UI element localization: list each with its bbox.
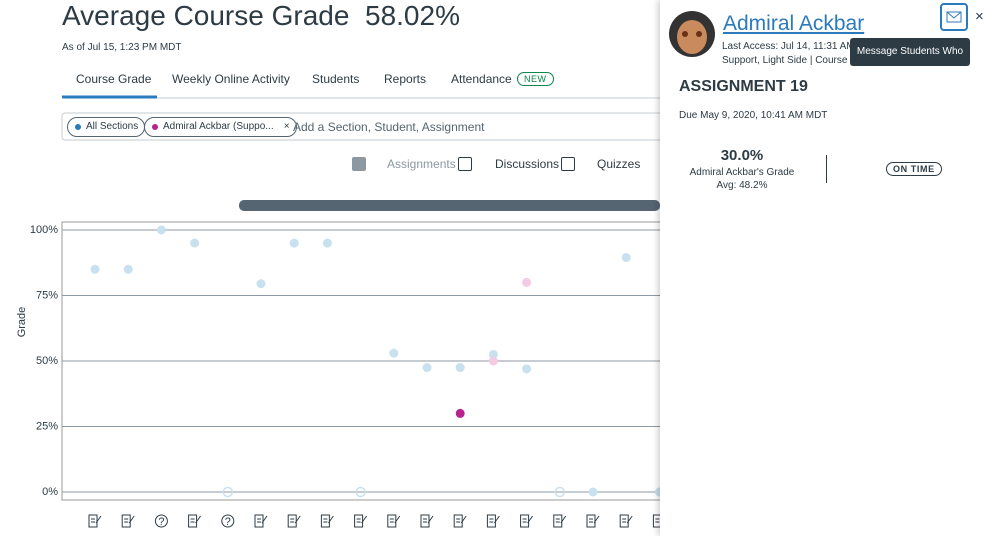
divider [826,155,827,183]
tab[interactable]: Students [312,72,360,86]
student-panel: Admiral Ackbar Last Access: Jul 14, 11:3… [660,0,999,536]
assignment-icon [254,514,268,528]
assignment-icon [520,514,534,528]
data-point [90,264,100,274]
status-badge: ON TIME [886,162,942,176]
data-point [488,349,498,359]
filter-pill[interactable]: Admiral Ackbar (Suppo... × [144,117,297,137]
last-access: Last Access: Jul 14, 11:31 AM [722,41,855,52]
y-tick-label: 100% [30,224,58,236]
title-text: Average Course Grade [62,0,350,31]
assignment-icon [652,514,660,528]
quiz-icon [221,514,235,528]
y-tick-label: 50% [36,355,58,367]
assignment-title: ASSIGNMENT 19 [679,78,808,95]
student-name[interactable]: Admiral Ackbar [723,12,865,35]
data-point [621,253,631,263]
data-point [554,486,566,498]
section: Support, Light Side | Course G [722,55,859,66]
assignment-icon [121,514,135,528]
avg: Avg: 48.2% [716,180,768,191]
data-point [488,356,498,366]
tab[interactable]: Course Grade [76,72,152,86]
new-badge: NEW [517,72,554,86]
data-point [190,238,200,248]
data-point [522,277,532,287]
assignment-icon [619,514,633,528]
checkbox[interactable] [352,157,366,171]
score-label: Admiral Ackbar's Grade [689,167,795,178]
assignment-icon [354,514,368,528]
toggle-label: Quizzes [597,157,641,171]
toggle-label: Discussions [495,157,560,171]
assignment-icon [486,514,500,528]
assignment-icon [420,514,434,528]
tab[interactable]: Weekly Online Activity [172,72,290,86]
assignment-icon [88,514,102,528]
data-point [389,348,399,358]
data-point [156,225,166,235]
quiz-icon-mark: ? [225,516,231,528]
y-axis-label: Grade [16,307,28,338]
tooltip: Message Students Who [850,38,970,66]
quiz-icon [154,514,168,528]
filter-pill[interactable]: All Sections [67,117,146,137]
data-point [256,279,266,289]
assignment-icon [586,514,600,528]
y-tick-label: 0% [42,486,58,498]
pill-remove[interactable]: × [283,121,290,132]
pill-text: Admiral Ackbar (Suppo... [163,121,274,132]
quiz-icon-mark: ? [158,516,164,528]
checkbox[interactable] [458,157,472,171]
assignment-icon [387,514,401,528]
assignment-icon [320,514,334,528]
data-point [222,486,234,498]
message-button[interactable] [940,3,968,31]
data-point [322,238,332,248]
y-tick-label: 75% [36,289,58,301]
close-button[interactable]: × [975,8,984,25]
data-point [654,487,660,497]
assignment-icon [287,514,301,528]
due-date: Due May 9, 2020, 10:41 AM MDT [679,110,828,121]
score: 30.0% [720,147,764,164]
as-of: As of Jul 15, 1:23 PM MDT [62,42,182,53]
tab[interactable]: Attendance [451,72,512,86]
data-point [455,363,465,373]
pill-text: All Sections [86,121,139,132]
data-point [422,363,432,373]
chart: Grade 0% 25% 50% 75% 100%?? [16,95,660,528]
data-point [522,364,532,374]
assignment-icon [188,514,202,528]
assignment-icon [553,514,567,528]
filter-placeholder: Add a Section, Student, Assignment [293,120,485,134]
assignment-icon [453,514,467,528]
y-tick-label: 25% [36,420,58,432]
data-point [289,238,299,248]
checkbox[interactable] [561,157,575,171]
data-point [588,487,598,497]
tab[interactable]: Reports [384,72,427,86]
filter-box[interactable] [61,112,660,141]
toggle-label: Assignments [387,157,456,171]
data-point [123,264,133,274]
data-point [355,486,366,498]
scrollbar[interactable] [239,200,660,211]
avatar [669,11,715,57]
title-grade: 58.02% [365,0,460,31]
data-point [455,408,465,418]
title: Average Course Grade 58.02% [62,0,460,32]
